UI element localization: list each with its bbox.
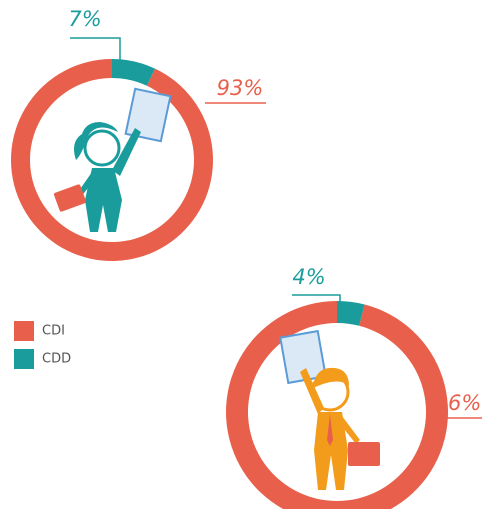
figure-man — [280, 331, 380, 490]
page: CDI CDD 7% 93% 4% 96% — [0, 0, 482, 509]
legend-label: CDI — [42, 324, 65, 339]
leader-line — [70, 38, 120, 60]
figure-woman — [53, 89, 170, 232]
donut-segment — [112, 59, 155, 86]
legend: CDI CDD — [14, 321, 71, 369]
value-label: 7% — [68, 7, 101, 31]
value-label: 96% — [435, 391, 482, 415]
value-label: 4% — [292, 265, 325, 289]
value-label: 93% — [217, 76, 264, 100]
legend-swatch — [14, 349, 34, 369]
legend-label: CDD — [42, 352, 71, 367]
legend-swatch — [14, 321, 34, 341]
